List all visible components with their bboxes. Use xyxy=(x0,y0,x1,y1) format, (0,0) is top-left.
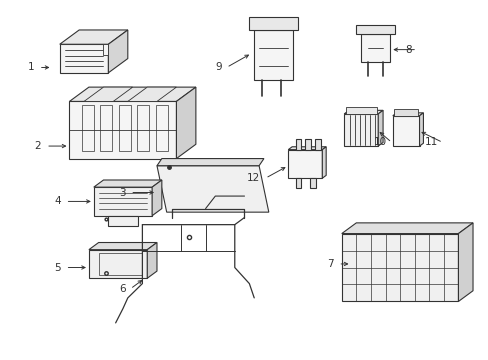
Text: 11: 11 xyxy=(424,138,437,148)
Text: 8: 8 xyxy=(405,45,411,55)
Polygon shape xyxy=(152,180,162,216)
Polygon shape xyxy=(314,139,320,150)
Polygon shape xyxy=(249,18,297,30)
Polygon shape xyxy=(344,111,382,114)
Polygon shape xyxy=(341,234,458,301)
Polygon shape xyxy=(60,44,108,73)
Polygon shape xyxy=(94,187,152,216)
Polygon shape xyxy=(377,111,382,146)
Text: 6: 6 xyxy=(119,284,125,294)
Polygon shape xyxy=(254,30,292,80)
Polygon shape xyxy=(103,44,108,55)
Polygon shape xyxy=(176,87,196,158)
Text: 3: 3 xyxy=(119,188,125,198)
Text: 10: 10 xyxy=(373,138,386,148)
Polygon shape xyxy=(69,87,196,102)
Polygon shape xyxy=(345,107,376,114)
Polygon shape xyxy=(392,116,419,146)
Polygon shape xyxy=(392,113,423,116)
Text: 2: 2 xyxy=(35,141,41,151)
Polygon shape xyxy=(295,178,301,188)
Polygon shape xyxy=(287,150,322,178)
Polygon shape xyxy=(157,158,264,166)
Polygon shape xyxy=(108,30,127,73)
Text: 1: 1 xyxy=(27,63,34,72)
Polygon shape xyxy=(305,139,310,150)
Polygon shape xyxy=(341,223,472,234)
Polygon shape xyxy=(84,87,132,102)
Polygon shape xyxy=(89,243,157,249)
Polygon shape xyxy=(108,216,137,226)
Text: 7: 7 xyxy=(326,259,333,269)
Polygon shape xyxy=(295,139,301,150)
Polygon shape xyxy=(322,147,325,178)
Polygon shape xyxy=(458,223,472,301)
Text: 5: 5 xyxy=(54,262,61,273)
Polygon shape xyxy=(356,24,394,33)
Polygon shape xyxy=(69,102,176,158)
Polygon shape xyxy=(157,166,268,212)
Polygon shape xyxy=(309,178,315,188)
Polygon shape xyxy=(361,33,389,62)
Text: 9: 9 xyxy=(215,63,221,72)
Polygon shape xyxy=(287,147,325,150)
Polygon shape xyxy=(393,109,417,116)
Polygon shape xyxy=(89,249,147,278)
Text: 4: 4 xyxy=(54,197,61,206)
Polygon shape xyxy=(94,180,162,187)
Polygon shape xyxy=(60,30,127,44)
Text: 12: 12 xyxy=(247,173,260,183)
Polygon shape xyxy=(147,243,157,278)
Polygon shape xyxy=(344,114,377,146)
Polygon shape xyxy=(419,113,423,146)
Polygon shape xyxy=(127,87,176,102)
